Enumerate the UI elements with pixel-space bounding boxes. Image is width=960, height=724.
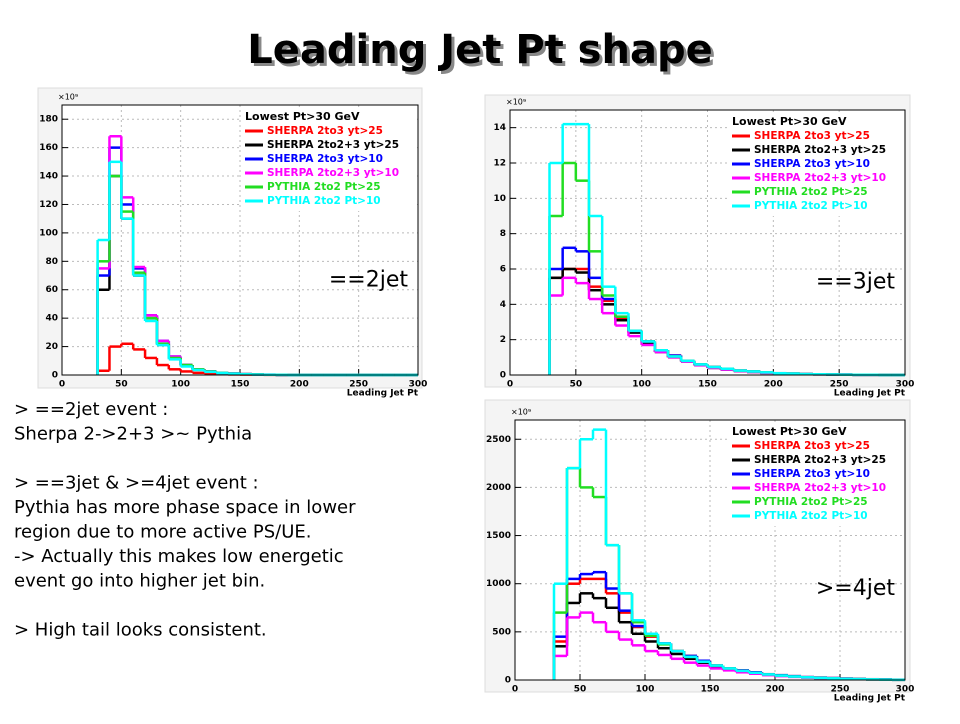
note-line: > ==3jet & >=4jet event : bbox=[14, 473, 259, 494]
legend-label: PYTHIA 2to2 Pt>10 bbox=[754, 510, 868, 522]
note-line: Pythia has more phase space in lower bbox=[14, 497, 356, 518]
slide-title: Leading Jet Pt shape bbox=[247, 27, 712, 73]
y-exponent: ×10⁹ bbox=[506, 98, 526, 107]
legend-label: SHERPA 2to2+3 yt>25 bbox=[267, 139, 399, 151]
x-tick-label: 0 bbox=[507, 380, 513, 390]
x-axis-label: Leading Jet Pt bbox=[347, 389, 419, 399]
note-line: event go into higher jet bin. bbox=[14, 571, 265, 592]
y-tick-label: 180 bbox=[39, 115, 58, 125]
note-line: Sherpa 2->2+3 >~ Pythia bbox=[14, 424, 252, 445]
x-tick-label: 100 bbox=[171, 380, 190, 390]
x-tick-label: 200 bbox=[766, 685, 785, 695]
x-tick-label: 50 bbox=[570, 380, 583, 390]
x-tick-label: 0 bbox=[512, 685, 518, 695]
y-tick-label: 80 bbox=[45, 257, 58, 267]
legend-label: SHERPA 2to3 yt>25 bbox=[754, 440, 870, 452]
x-tick-label: 50 bbox=[574, 685, 587, 695]
chart: 0 50 100 150 200 250 300 0 20 40 60 80 100 120 140 160 1… bbox=[37, 87, 428, 399]
annotation: ==2jet bbox=[329, 268, 409, 293]
y-tick-label: 2500 bbox=[486, 435, 511, 445]
plot-border bbox=[509, 109, 906, 376]
legend-label: SHERPA 2to2+3 yt>10 bbox=[754, 482, 886, 494]
legend-title: Lowest Pt>30 GeV bbox=[732, 425, 847, 438]
x-tick-label: 150 bbox=[231, 380, 250, 390]
legend-label: SHERPA 2to2+3 yt>25 bbox=[754, 454, 886, 466]
y-tick-label: 20 bbox=[45, 342, 58, 352]
y-tick-label: 500 bbox=[492, 627, 511, 637]
legend-label: SHERPA 2to2+3 yt>10 bbox=[754, 172, 886, 184]
y-tick-label: 6 bbox=[500, 265, 506, 275]
chart: 0 50 100 150 200 250 300 0 500 1000 1500 2000 2500 ×1… bbox=[484, 399, 915, 704]
legend-label: SHERPA 2to2+3 yt>25 bbox=[754, 144, 886, 156]
y-exponent: ×10⁹ bbox=[58, 93, 78, 102]
title-shadow: Leading Jet Pt shape bbox=[250, 30, 715, 76]
note-line: region due to more active PS/UE. bbox=[14, 522, 311, 543]
note-line: > High tail looks consistent. bbox=[14, 620, 267, 641]
y-tick-label: 0 bbox=[505, 676, 511, 686]
x-tick-label: 150 bbox=[701, 685, 720, 695]
legend-title: Lowest Pt>30 GeV bbox=[245, 110, 360, 123]
y-tick-label: 100 bbox=[39, 228, 58, 238]
x-tick-label: 250 bbox=[831, 685, 850, 695]
legend-label: PYTHIA 2to2 Pt>25 bbox=[267, 181, 381, 193]
y-tick-label: 1500 bbox=[486, 531, 511, 541]
annotation: ==3jet bbox=[816, 269, 896, 294]
x-tick-label: 300 bbox=[896, 380, 915, 390]
y-tick-label: 2000 bbox=[486, 483, 511, 493]
legend-box bbox=[728, 112, 903, 216]
x-tick-label: 0 bbox=[59, 380, 65, 390]
note-line: > ==2jet event : bbox=[14, 399, 168, 420]
y-tick-label: 10 bbox=[493, 194, 506, 204]
legend-label: SHERPA 2to3 yt>25 bbox=[754, 130, 870, 142]
y-tick-label: 140 bbox=[39, 172, 58, 182]
x-tick-label: 200 bbox=[290, 380, 309, 390]
chart: 0 50 100 150 200 250 300 0 2 4 6 8 10 12 14 ×10⁹ Leading… bbox=[484, 94, 915, 399]
y-exponent: ×10⁹ bbox=[511, 408, 531, 417]
x-tick-label: 250 bbox=[349, 380, 368, 390]
legend-box bbox=[728, 422, 903, 526]
y-tick-label: 1000 bbox=[486, 579, 511, 589]
y-tick-label: 4 bbox=[500, 300, 506, 310]
note-line: -> Actually this makes low energetic bbox=[14, 546, 344, 567]
y-tick-label: 60 bbox=[45, 285, 58, 295]
legend-label: PYTHIA 2to2 Pt>25 bbox=[754, 496, 868, 508]
x-tick-label: 300 bbox=[409, 380, 428, 390]
legend-box bbox=[241, 107, 416, 211]
y-tick-label: 12 bbox=[493, 159, 506, 169]
y-tick-label: 120 bbox=[39, 200, 58, 210]
plot-border bbox=[514, 419, 906, 681]
y-tick-label: 160 bbox=[39, 143, 58, 153]
x-tick-label: 100 bbox=[636, 685, 655, 695]
legend-label: PYTHIA 2to2 Pt>10 bbox=[754, 200, 868, 212]
legend-label: PYTHIA 2to2 Pt>25 bbox=[754, 186, 868, 198]
x-tick-label: 250 bbox=[830, 380, 849, 390]
x-tick-label: 100 bbox=[632, 380, 651, 390]
y-tick-label: 0 bbox=[500, 371, 506, 381]
y-tick-label: 0 bbox=[52, 371, 58, 381]
annotation: >=4jet bbox=[816, 576, 896, 601]
legend-label: SHERPA 2to3 yt>10 bbox=[754, 468, 870, 480]
y-tick-label: 14 bbox=[493, 123, 506, 133]
legend-label: SHERPA 2to3 yt>10 bbox=[754, 158, 870, 170]
legend-label: SHERPA 2to3 yt>10 bbox=[267, 153, 383, 165]
x-tick-label: 300 bbox=[896, 685, 915, 695]
y-tick-label: 2 bbox=[500, 335, 506, 345]
x-tick-label: 200 bbox=[764, 380, 783, 390]
y-tick-label: 8 bbox=[500, 229, 506, 239]
legend-title: Lowest Pt>30 GeV bbox=[732, 115, 847, 128]
x-axis-label: Leading Jet Pt bbox=[834, 389, 906, 399]
x-axis-label: Leading Jet Pt bbox=[834, 694, 906, 704]
x-tick-label: 50 bbox=[115, 380, 128, 390]
legend-label: SHERPA 2to3 yt>25 bbox=[267, 125, 383, 137]
legend-label: SHERPA 2to2+3 yt>10 bbox=[267, 167, 399, 179]
legend-label: PYTHIA 2to2 Pt>10 bbox=[267, 195, 381, 207]
plot-border bbox=[61, 104, 419, 376]
y-tick-label: 40 bbox=[45, 314, 58, 324]
x-tick-label: 150 bbox=[698, 380, 717, 390]
